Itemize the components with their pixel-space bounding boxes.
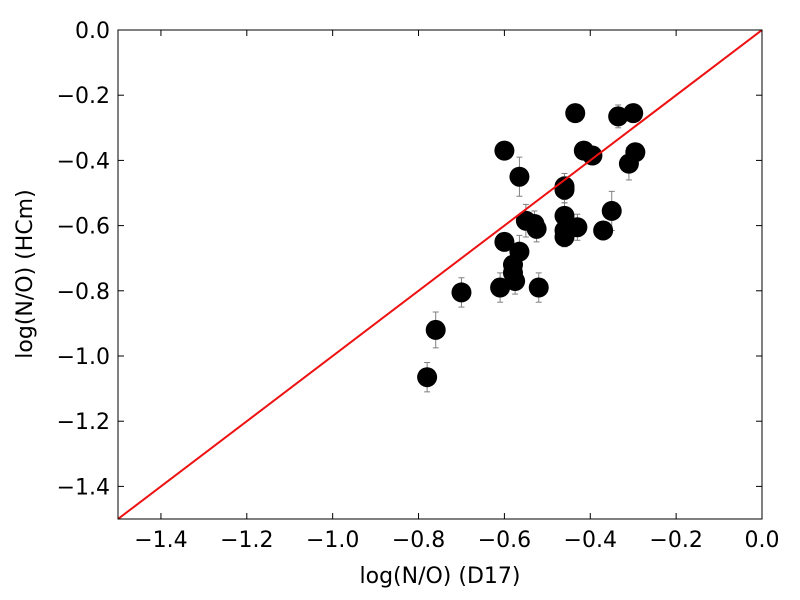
y-tick-label: −1.2 bbox=[57, 410, 110, 435]
y-tick-label: −0.2 bbox=[57, 84, 110, 109]
x-tick-label: −1.0 bbox=[306, 528, 359, 553]
data-point bbox=[554, 179, 575, 200]
data-point bbox=[625, 142, 646, 163]
y-tick-label: −0.8 bbox=[57, 280, 110, 305]
data-point bbox=[601, 200, 622, 221]
data-point bbox=[494, 231, 515, 252]
data-point bbox=[509, 166, 530, 187]
data-point bbox=[528, 277, 549, 298]
data-point bbox=[494, 140, 515, 161]
data-point bbox=[451, 282, 472, 303]
y-tick-label: −1.4 bbox=[57, 475, 110, 500]
y-tick-label: −1.0 bbox=[57, 345, 110, 370]
data-point bbox=[425, 319, 446, 340]
y-axis-label: log(N/O) (HCm) bbox=[13, 189, 38, 358]
data-point bbox=[417, 367, 438, 388]
data-point bbox=[505, 271, 526, 292]
data-point bbox=[623, 103, 644, 124]
data-point bbox=[509, 241, 530, 262]
data-point bbox=[554, 205, 575, 226]
x-tick-label: −1.4 bbox=[134, 528, 187, 553]
data-point bbox=[526, 218, 547, 239]
x-tick-label: −1.2 bbox=[220, 528, 273, 553]
data-point bbox=[608, 106, 629, 127]
x-tick-label: −0.2 bbox=[649, 528, 702, 553]
x-axis-label: log(N/O) (D17) bbox=[360, 564, 521, 589]
y-tick-label: −0.4 bbox=[57, 149, 110, 174]
y-tick-label: −0.6 bbox=[57, 215, 110, 240]
data-point bbox=[593, 220, 614, 241]
plot-area-frame bbox=[117, 29, 763, 520]
x-tick-label: −0.6 bbox=[478, 528, 531, 553]
data-point bbox=[565, 103, 586, 124]
data-point bbox=[567, 217, 588, 238]
y-tick-label: 0.0 bbox=[75, 19, 110, 44]
data-point bbox=[490, 277, 511, 298]
ticks-layer: −1.4 −1.2 −1.0 −0.8 −0.6 −0.4 −0.2 0.0 0.0 −0.2 −0… bbox=[57, 19, 780, 553]
points-layer bbox=[118, 30, 762, 519]
x-tick-label: 0.0 bbox=[745, 528, 780, 553]
one-to-one-line bbox=[118, 30, 762, 519]
x-tick-label: −0.8 bbox=[392, 528, 445, 553]
x-tick-label: −0.4 bbox=[564, 528, 617, 553]
data-point bbox=[582, 145, 603, 166]
